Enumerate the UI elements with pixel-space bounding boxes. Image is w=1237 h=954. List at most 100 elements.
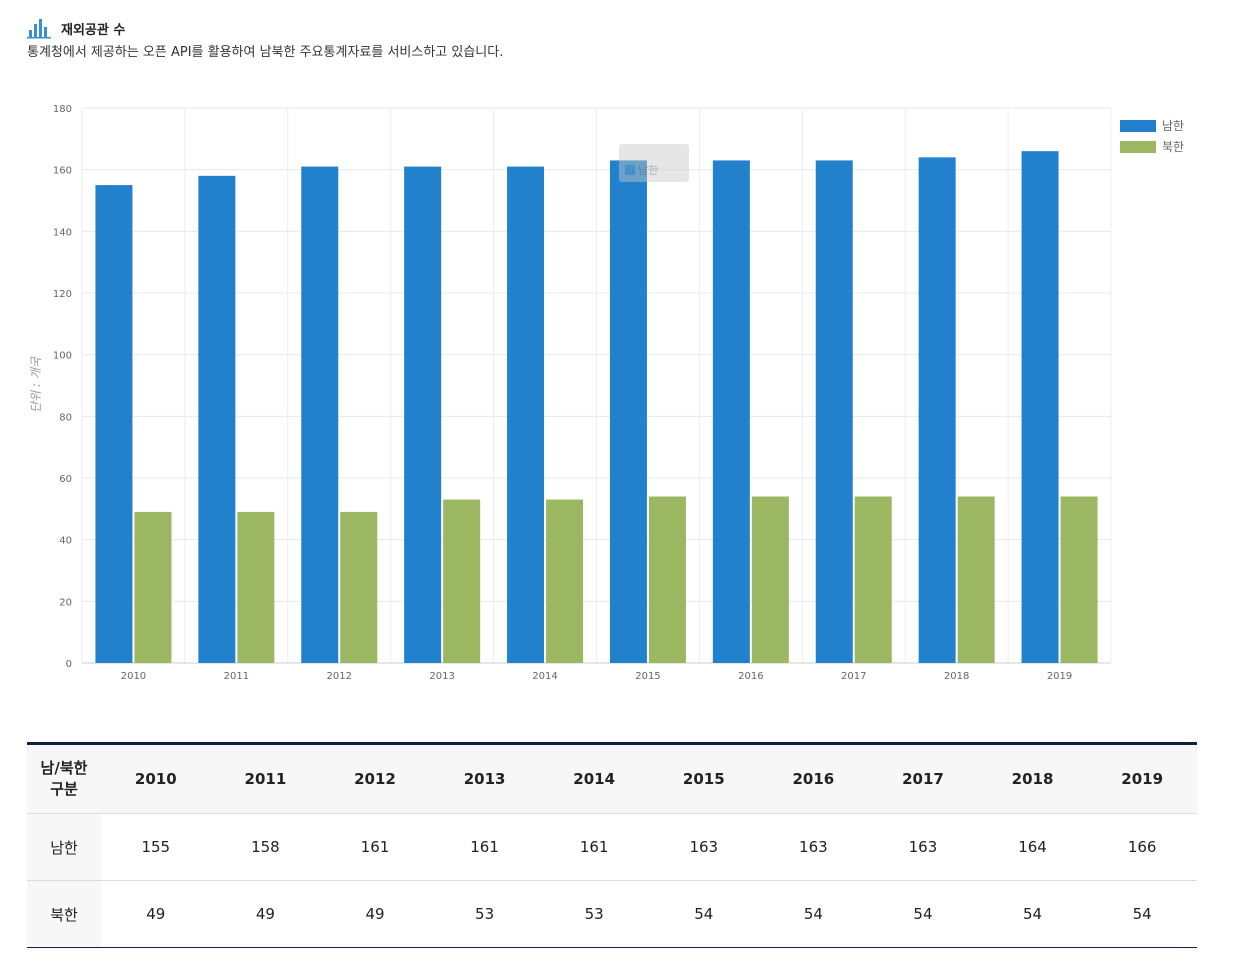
x-tick-label: 2012 xyxy=(327,671,352,682)
table-cell: 163 xyxy=(648,813,759,881)
table-header-year: 2014 xyxy=(539,743,649,814)
title-row: 재외공관 수 xyxy=(27,16,1207,40)
row-label: 남한 xyxy=(27,813,101,881)
chart-tooltip: 남한 xyxy=(619,144,689,182)
tooltip-swatch xyxy=(625,165,635,175)
x-tick-label: 2016 xyxy=(738,671,763,682)
table-cell: 161 xyxy=(539,813,649,881)
x-tick-label: 2019 xyxy=(1047,671,1072,682)
x-tick-label: 2015 xyxy=(635,671,660,682)
y-axis-ticks: 0 20 40 60 80 100 120 140 160 180 xyxy=(53,104,72,670)
bar-south[interactable] xyxy=(507,166,545,664)
chart-legend: 남한 북한 xyxy=(1120,115,1184,157)
table-header-year: 2017 xyxy=(868,743,978,814)
table-cell: 54 xyxy=(868,880,978,948)
y-axis-label: 단위 : 개국 xyxy=(29,356,43,413)
legend-item-north[interactable]: 북한 xyxy=(1120,136,1184,157)
bar-north[interactable] xyxy=(957,496,995,664)
y-tick-label: 180 xyxy=(53,104,72,115)
table-cell: 54 xyxy=(977,880,1088,948)
bar-south[interactable] xyxy=(95,185,133,664)
x-tick-label: 2014 xyxy=(532,671,557,682)
legend-swatch-south xyxy=(1120,119,1156,132)
table-header-year: 2015 xyxy=(648,743,759,814)
table-cell: 54 xyxy=(758,880,869,948)
y-tick-label: 60 xyxy=(59,474,72,485)
x-tick-label: 2011 xyxy=(224,671,249,682)
table-cell: 166 xyxy=(1087,813,1197,881)
table-cell: 163 xyxy=(758,813,869,881)
bar-south[interactable] xyxy=(301,166,339,664)
table-header-year: 2011 xyxy=(210,743,321,814)
bar-south[interactable] xyxy=(918,157,956,664)
bar-chart-icon xyxy=(27,19,51,39)
table-header-year: 2013 xyxy=(429,743,540,814)
bar-south[interactable] xyxy=(609,160,647,663)
tooltip-label: 남한 xyxy=(638,164,659,177)
bar-north[interactable] xyxy=(443,499,481,663)
y-tick-label: 120 xyxy=(53,289,72,300)
table-cell: 54 xyxy=(648,880,759,948)
x-axis-ticks: 2010 2011 2012 2013 2014 2015 2016 2017 2018 2019 xyxy=(121,671,1073,682)
table-cell: 158 xyxy=(210,813,321,881)
table-cell: 49 xyxy=(320,880,430,948)
row-label: 북한 xyxy=(27,880,101,948)
page-description: 통계청에서 제공하는 오픈 API를 활용하여 남북한 주요통계자료를 서비스하… xyxy=(27,45,504,60)
legend-item-south[interactable]: 남한 xyxy=(1120,115,1184,136)
table-header-year: 2018 xyxy=(977,743,1088,814)
y-tick-label: 0 xyxy=(66,659,72,670)
bar-south[interactable] xyxy=(712,160,750,663)
y-tick-label: 160 xyxy=(53,166,72,177)
table-cell: 49 xyxy=(210,880,321,948)
bar-north[interactable] xyxy=(648,496,686,664)
data-table: 남/북한 구분 2010 2011 2012 2013 2014 2015 20… xyxy=(27,742,1197,948)
bar-north[interactable] xyxy=(1060,496,1098,664)
bar-south[interactable] xyxy=(404,166,442,664)
chart-bars xyxy=(95,151,1098,664)
bar-north[interactable] xyxy=(854,496,892,664)
legend-label-south: 남한 xyxy=(1162,119,1185,133)
table-header-year: 2019 xyxy=(1087,743,1197,814)
table-header-year: 2010 xyxy=(101,743,211,814)
table-header-label: 남/북한 구분 xyxy=(27,743,101,814)
x-tick-label: 2010 xyxy=(121,671,146,682)
table-cell: 161 xyxy=(320,813,430,881)
page-title: 재외공관 수 xyxy=(61,22,126,38)
y-tick-label: 20 xyxy=(59,597,72,608)
table-cell: 53 xyxy=(539,880,649,948)
table-row-north: 북한 49 49 49 53 53 54 54 54 54 54 xyxy=(27,880,1197,948)
table-cell: 155 xyxy=(101,813,211,881)
bar-north[interactable] xyxy=(751,496,789,664)
bar-north[interactable] xyxy=(237,511,275,663)
y-tick-label: 80 xyxy=(59,412,72,423)
bar-south[interactable] xyxy=(198,175,236,664)
y-tick-label: 40 xyxy=(59,536,72,547)
table-header-year: 2016 xyxy=(758,743,869,814)
y-tick-label: 140 xyxy=(53,227,72,238)
header-label-line1: 남/북한 xyxy=(40,759,88,777)
x-tick-label: 2018 xyxy=(944,671,969,682)
bar-north[interactable] xyxy=(546,499,584,663)
table-cell: 49 xyxy=(101,880,211,948)
chart-gridlines xyxy=(81,107,1112,664)
legend-swatch-north xyxy=(1120,140,1156,153)
table-row-south: 남한 155 158 161 161 161 163 163 163 164 1… xyxy=(27,813,1197,881)
bar-north[interactable] xyxy=(340,511,378,663)
bar-south[interactable] xyxy=(815,160,853,663)
table-cell: 54 xyxy=(1087,880,1197,948)
y-tick-label: 100 xyxy=(53,351,72,362)
legend-label-north: 북한 xyxy=(1162,140,1185,154)
table-cell: 161 xyxy=(429,813,540,881)
header-label-line2: 구분 xyxy=(50,780,78,798)
table-cell: 164 xyxy=(977,813,1088,881)
table-cell: 53 xyxy=(429,880,540,948)
x-tick-label: 2017 xyxy=(841,671,866,682)
page-header: 재외공관 수 통계청에서 제공하는 오픈 API를 활용하여 남북한 주요통계자… xyxy=(27,16,1207,60)
table-cell: 163 xyxy=(868,813,978,881)
bar-north[interactable] xyxy=(134,511,172,663)
table-header-year: 2012 xyxy=(320,743,430,814)
table-header-row: 남/북한 구분 2010 2011 2012 2013 2014 2015 20… xyxy=(27,743,1197,814)
bar-south[interactable] xyxy=(1021,151,1059,663)
x-tick-label: 2013 xyxy=(429,671,454,682)
